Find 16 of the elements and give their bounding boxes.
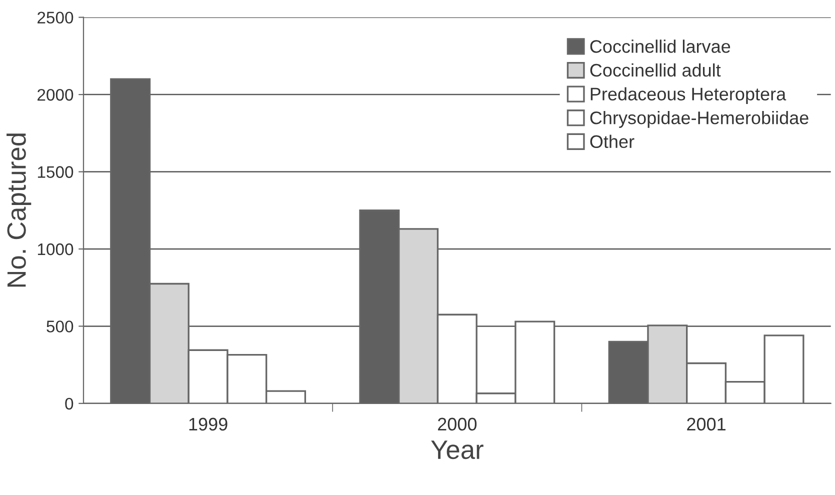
x-axis-title: Year — [431, 440, 484, 460]
x-tick-label: 2001 — [687, 418, 726, 431]
x-tick-label: 1999 — [189, 418, 228, 431]
y-tick-label: 2500 — [38, 12, 74, 24]
y-tick-label: 2000 — [38, 88, 74, 101]
legend-label: Other — [590, 134, 634, 148]
y-tick-label: 500 — [46, 320, 74, 332]
legend-label: Predaceous Heteroptera — [590, 87, 786, 104]
y-tick-label: 1000 — [38, 243, 74, 256]
y-axis-title: No. Captured — [6, 134, 32, 287]
legend-label: Coccinellid larvae — [590, 40, 730, 53]
legend-label: Chrysopidae-Hemerobiidae — [590, 110, 808, 128]
y-tick-label: 0 — [65, 398, 74, 410]
x-tick-label: 2000 — [438, 418, 477, 431]
legend-label: Coccinellid adult — [590, 63, 721, 77]
y-tick-label: 1500 — [38, 166, 74, 178]
